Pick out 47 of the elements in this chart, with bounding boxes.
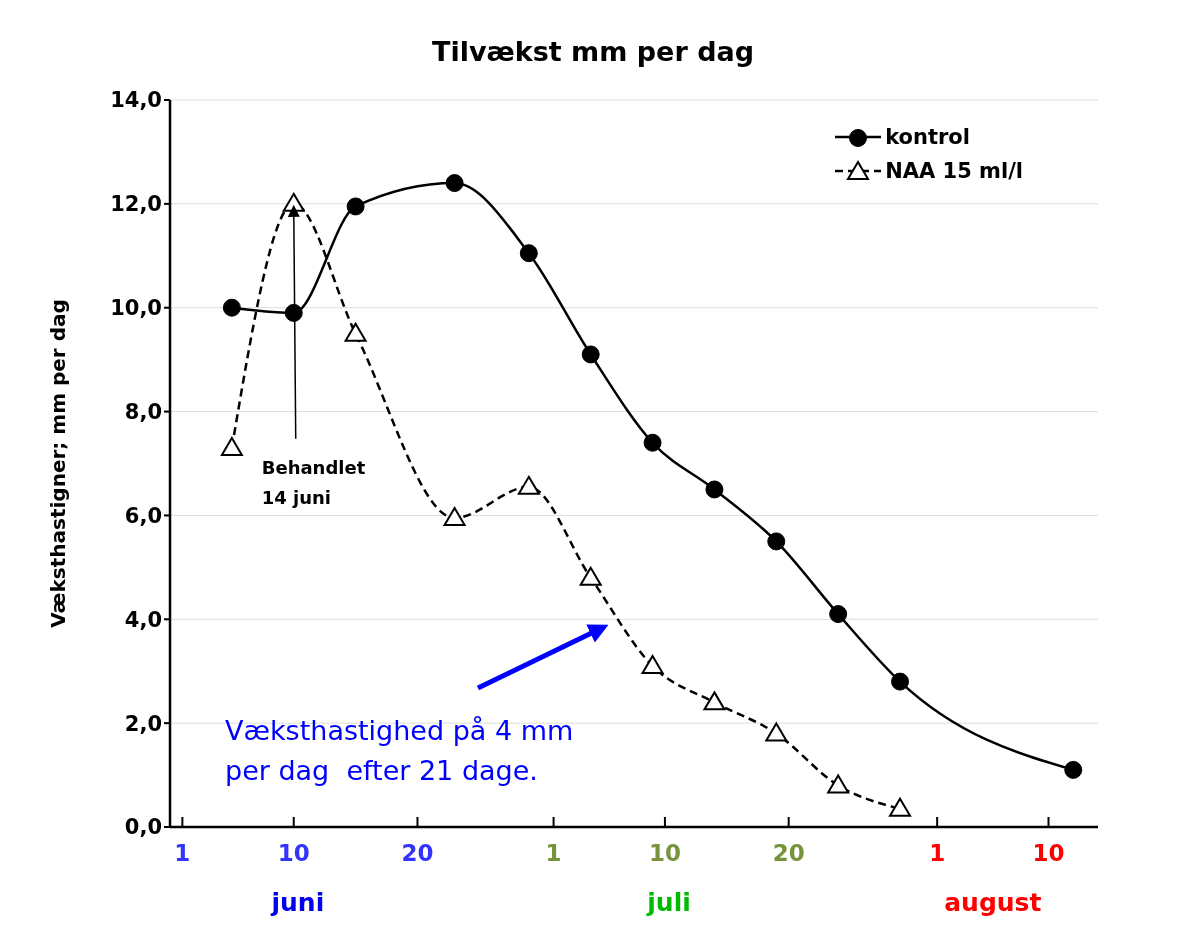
text: august <box>944 888 1042 917</box>
point <box>517 475 540 495</box>
point <box>220 436 243 456</box>
point <box>889 797 912 817</box>
x-tick-label: 1 <box>545 840 562 866</box>
point <box>767 532 786 551</box>
point <box>829 605 848 624</box>
point <box>643 433 662 452</box>
point <box>445 174 464 193</box>
point <box>222 298 241 317</box>
y-tick-label: 14,0 <box>110 88 162 113</box>
point <box>891 672 910 691</box>
y-tick-label: 4,0 <box>124 607 162 632</box>
x-tick-label: 10 <box>1032 840 1065 866</box>
point <box>1064 760 1083 779</box>
text: juni <box>270 888 325 917</box>
x-tick-label: 20 <box>401 840 434 866</box>
text: juli <box>646 888 691 917</box>
point <box>346 197 365 216</box>
x-tick-label: 10 <box>648 840 681 866</box>
x-tick-label: 10 <box>277 840 310 866</box>
y-tick-label: 0,0 <box>124 815 162 840</box>
annotation: Væksthastighed på 4 mm per dag efter 21 dage. <box>225 715 574 786</box>
legend-label: NAA 15 ml/l <box>885 158 1023 185</box>
point <box>705 480 724 499</box>
point <box>519 244 538 263</box>
x-tick-label: 20 <box>772 840 805 866</box>
x-tick-label: 1 <box>929 840 946 866</box>
chart-title: Tilvækst mm per dag <box>430 36 756 67</box>
point <box>443 507 466 527</box>
y-tick-label: 6,0 <box>124 503 162 528</box>
point <box>641 655 664 675</box>
annotation: Behandlet 14 juni <box>261 456 366 508</box>
point <box>581 345 600 364</box>
y-tick-label: 12,0 <box>110 192 162 217</box>
legend-label: kontrol <box>885 124 970 151</box>
y-axis-title: Væksthastigner; mm per dag <box>46 299 71 628</box>
point <box>765 722 788 742</box>
point <box>344 322 367 342</box>
y-tick-label: 8,0 <box>124 400 162 425</box>
y-tick-label: 10,0 <box>110 296 162 321</box>
point <box>579 566 602 586</box>
y-tick-label: 2,0 <box>124 711 162 736</box>
point <box>827 774 850 794</box>
point <box>703 691 726 711</box>
point <box>284 303 303 322</box>
x-tick-label: 1 <box>174 840 191 866</box>
